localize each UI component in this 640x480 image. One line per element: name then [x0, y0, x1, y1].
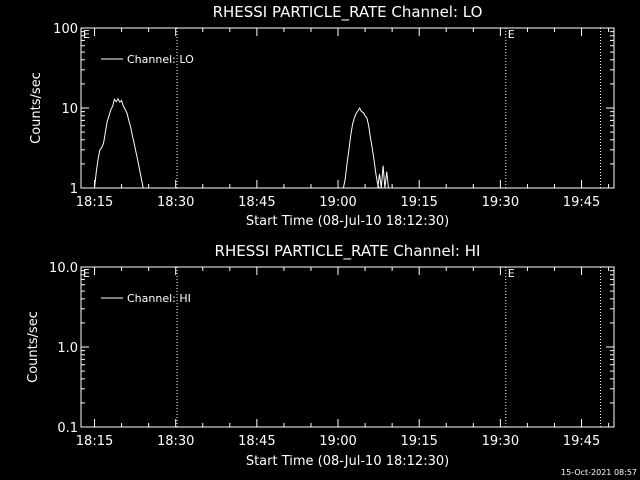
x-tick-label-1-3: 19:00	[319, 434, 356, 449]
x-tick-label-1-0: 18:15	[76, 434, 113, 449]
y-axis-label-0: Counts/sec	[29, 72, 44, 144]
chart-title-0: RHESSI PARTICLE_RATE Channel: LO	[213, 3, 483, 22]
x-tick-label-0-1: 18:30	[157, 195, 194, 210]
y-tick-label-1-0: 0.1	[57, 421, 78, 436]
marker-label-1-2: E	[508, 267, 515, 280]
footer-timestamp: 15-Oct-2021 08:57	[561, 468, 637, 477]
x-tick-label-0-6: 19:45	[563, 195, 600, 210]
marker-label-1-0: E	[83, 267, 90, 280]
x-tick-label-1-6: 19:45	[563, 434, 600, 449]
x-tick-label-0-2: 18:45	[238, 195, 275, 210]
y-axis-label-1: Counts/sec	[26, 311, 41, 383]
marker-label-0-0: E	[83, 28, 90, 41]
x-tick-label-1-1: 18:30	[157, 434, 194, 449]
series-line-0-0-2	[377, 165, 389, 189]
y-tick-label-1-2: 10.0	[49, 261, 78, 276]
y-tick-label-0-2: 100	[53, 22, 78, 37]
marker-label-0-2: E	[508, 28, 515, 41]
series-line-0-0-1	[342, 106, 382, 189]
x-tick-label-0-5: 19:30	[482, 195, 519, 210]
x-tick-label-1-5: 19:30	[482, 434, 519, 449]
x-tick-label-0-3: 19:00	[319, 195, 356, 210]
x-axis-label-1: Start Time (08-Jul-10 18:12:30)	[246, 454, 449, 469]
x-tick-label-1-2: 18:45	[238, 434, 275, 449]
x-tick-label-0-0: 18:15	[76, 195, 113, 210]
x-tick-label-1-4: 19:15	[400, 434, 437, 449]
y-tick-label-0-0: 1	[70, 182, 78, 197]
y-tick-label-1-1: 1.0	[57, 341, 78, 356]
series-line-0-0-0	[94, 97, 149, 189]
y-tick-label-0-1: 10	[61, 102, 78, 117]
chart-title-1: RHESSI PARTICLE_RATE Channel: HI	[215, 242, 481, 261]
x-axis-label-0: Start Time (08-Jul-10 18:12:30)	[246, 214, 449, 229]
x-tick-label-0-4: 19:15	[400, 195, 437, 210]
legend-label-1: Channel: HI	[127, 292, 191, 305]
legend-label-0: Channel: LO	[127, 53, 194, 66]
